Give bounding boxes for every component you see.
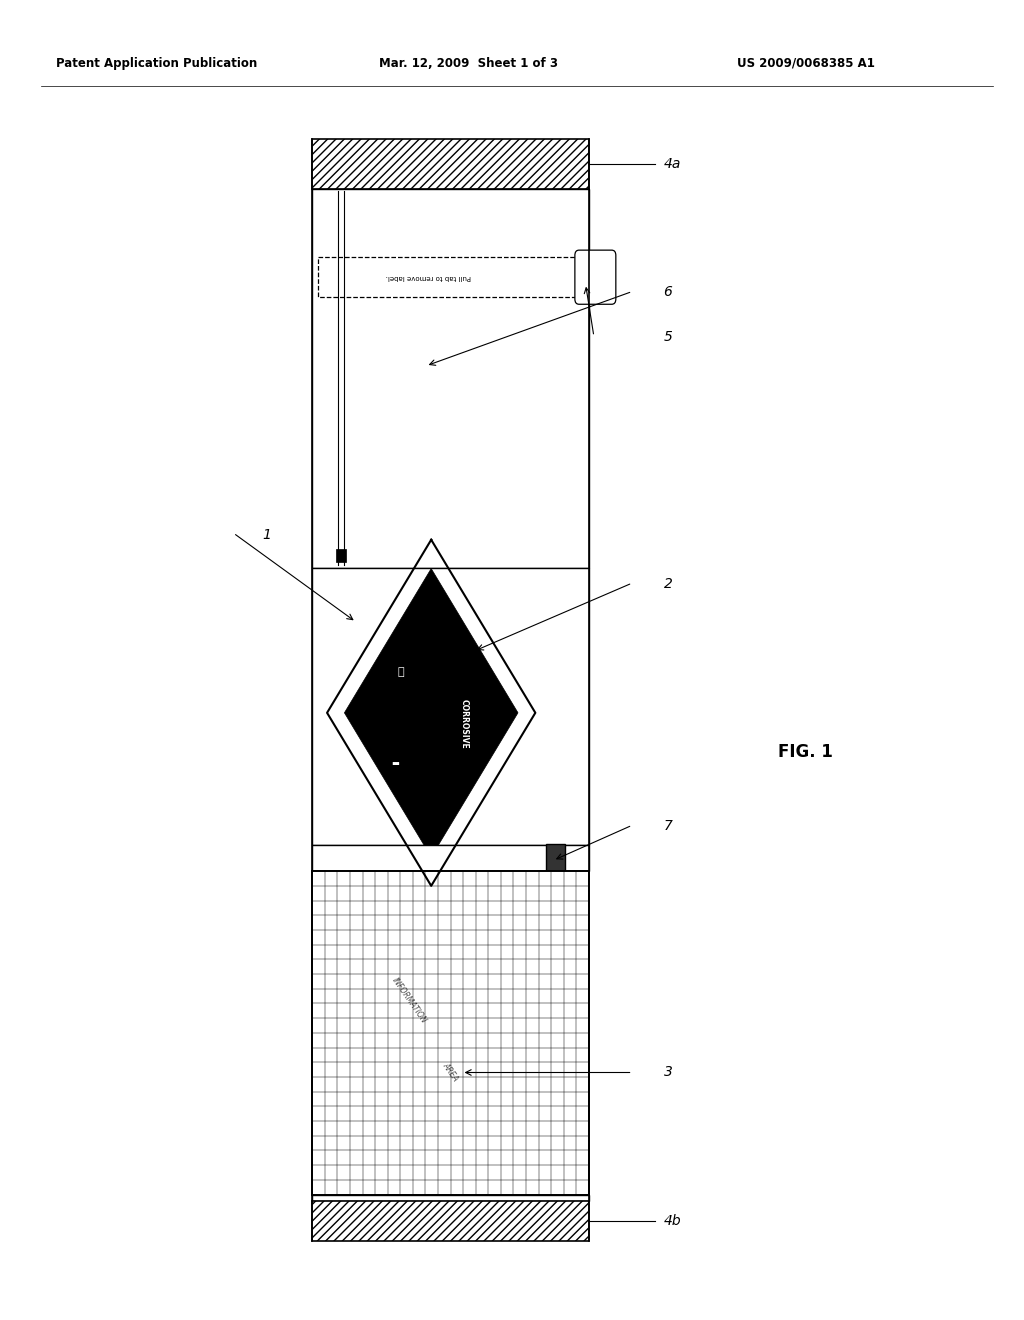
Text: Patent Application Publication: Patent Application Publication — [56, 57, 258, 70]
Text: 4a: 4a — [664, 157, 681, 170]
Bar — [312, 189, 589, 568]
Text: Pull tab to remove label.: Pull tab to remove label. — [386, 275, 471, 280]
Text: 1: 1 — [262, 528, 271, 541]
Bar — [312, 139, 589, 189]
Text: 5: 5 — [664, 330, 673, 343]
Text: AREA: AREA — [441, 1061, 460, 1082]
Bar — [312, 1195, 589, 1201]
Bar — [336, 549, 346, 562]
Text: 7: 7 — [664, 820, 673, 833]
Bar — [547, 843, 565, 875]
Text: INFORMATION: INFORMATION — [390, 975, 428, 1026]
Bar — [318, 257, 586, 297]
Bar — [312, 871, 589, 1195]
Bar — [312, 568, 589, 845]
Text: 4b: 4b — [664, 1214, 681, 1228]
Text: Mar. 12, 2009  Sheet 1 of 3: Mar. 12, 2009 Sheet 1 of 3 — [379, 57, 558, 70]
Text: 6: 6 — [664, 285, 673, 300]
Text: 8: 8 — [475, 783, 482, 793]
Text: ▬: ▬ — [391, 759, 398, 768]
Text: CORROSIVE: CORROSIVE — [460, 700, 469, 750]
Text: ✋: ✋ — [397, 668, 404, 677]
Polygon shape — [344, 569, 518, 857]
Text: 3: 3 — [664, 1065, 673, 1080]
Text: 2: 2 — [664, 577, 673, 591]
Bar — [312, 845, 589, 871]
FancyBboxPatch shape — [574, 251, 615, 305]
Bar — [312, 871, 589, 1195]
Text: FIG. 1: FIG. 1 — [778, 743, 834, 762]
Bar — [312, 1201, 589, 1241]
Text: US 2009/0068385 A1: US 2009/0068385 A1 — [737, 57, 876, 70]
